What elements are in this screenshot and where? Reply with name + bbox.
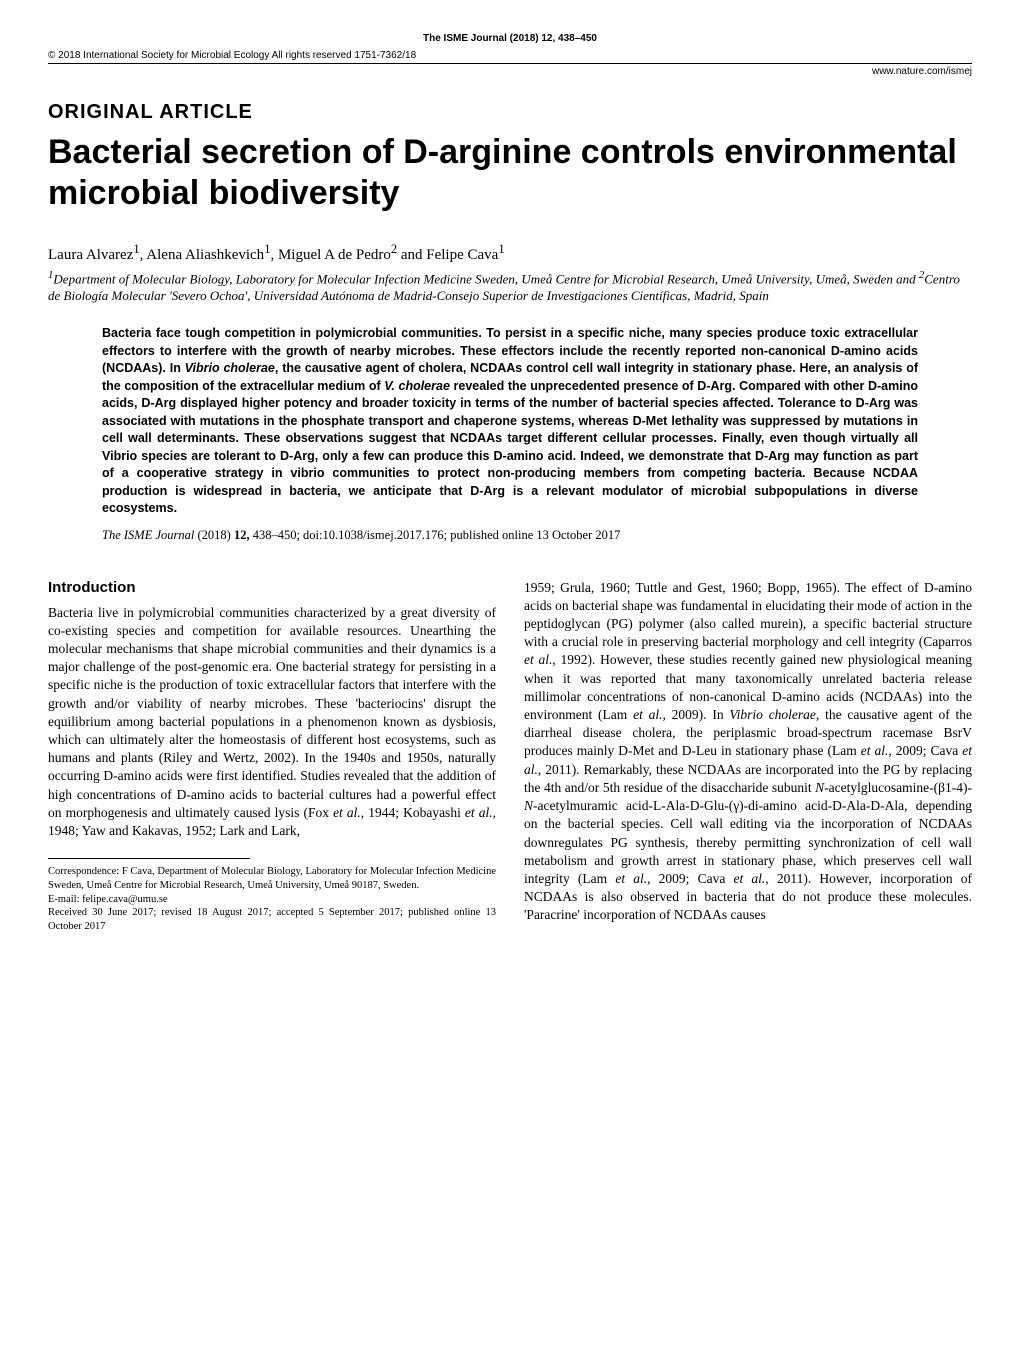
journal-line: The ISME Journal (2018) 12, 438–450	[423, 33, 597, 44]
citation-pages: 438–450; doi:10.1038/ismej.2017.176; pub…	[250, 528, 621, 542]
journal-header: The ISME Journal (2018) 12, 438–450	[48, 28, 972, 46]
citation-line: The ISME Journal (2018) 12, 438–450; doi…	[102, 528, 918, 543]
article-type: ORIGINAL ARTICLE	[48, 101, 972, 124]
copyright-line: © 2018 International Society for Microbi…	[48, 50, 972, 61]
affiliations: 1Department of Molecular Biology, Labora…	[48, 268, 972, 305]
intro-paragraph-right: 1959; Grula, 1960; Tuttle and Gest, 1960…	[524, 579, 972, 925]
citation-journal: The ISME Journal	[102, 528, 194, 542]
citation-year: (2018)	[194, 528, 234, 542]
body-columns: Introduction Bacteria live in polymicrob…	[48, 579, 972, 934]
header-rule	[48, 63, 972, 64]
footnote-rule	[48, 858, 250, 859]
journal-url: www.nature.com/ismej	[48, 66, 972, 77]
article-title: Bacterial secretion of D-arginine contro…	[48, 132, 972, 214]
footnote-email: E-mail: felipe.cava@umu.se	[48, 893, 496, 907]
footnote-correspondence: Correspondence: F Cava, Department of Mo…	[48, 865, 496, 892]
intro-paragraph-left: Bacteria live in polymicrobial communiti…	[48, 604, 496, 841]
citation-volume: 12,	[234, 528, 250, 542]
abstract: Bacteria face tough competition in polym…	[102, 325, 918, 518]
author-list: Laura Alvarez1, Alena Aliashkevich1, Mig…	[48, 242, 972, 264]
section-heading-introduction: Introduction	[48, 579, 496, 596]
left-column: Introduction Bacteria live in polymicrob…	[48, 579, 496, 934]
right-column: 1959; Grula, 1960; Tuttle and Gest, 1960…	[524, 579, 972, 934]
footnote-dates: Received 30 June 2017; revised 18 August…	[48, 906, 496, 933]
